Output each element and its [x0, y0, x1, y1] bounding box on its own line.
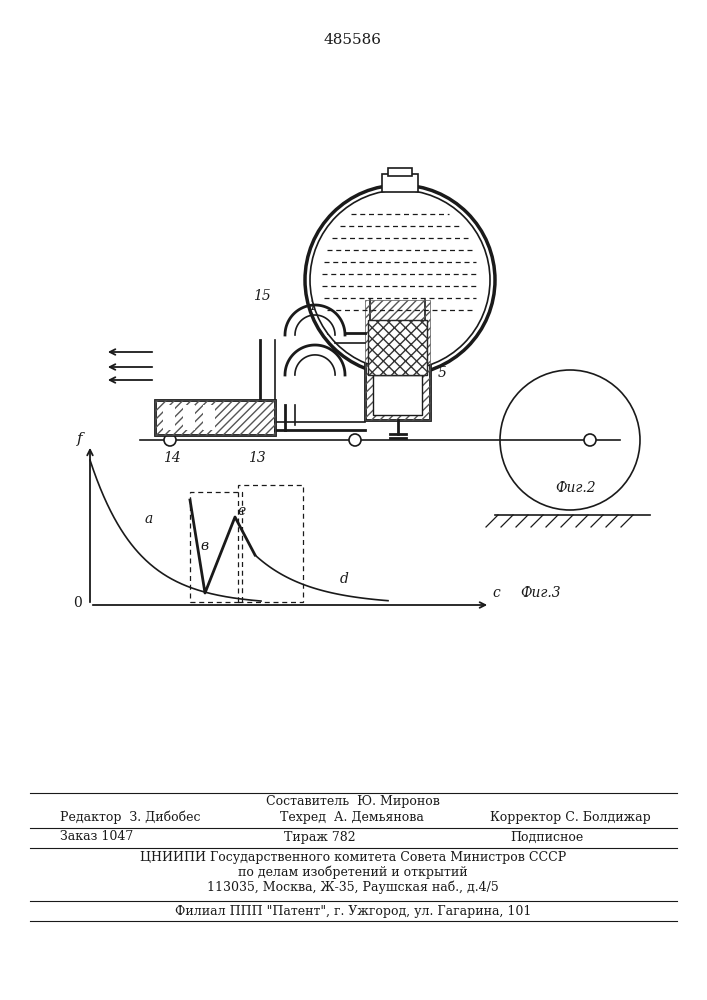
Text: a: a: [145, 512, 153, 526]
Text: Корректор С. Болдижар: Корректор С. Болдижар: [490, 810, 650, 824]
Text: Подписное: Подписное: [510, 830, 583, 844]
Text: 113035, Москва, Ж-35, Раушская наб., д.4/5: 113035, Москва, Ж-35, Раушская наб., д.4…: [207, 880, 499, 894]
Text: Фиг.2: Фиг.2: [555, 481, 595, 495]
Bar: [382, 174, 418, 192]
Text: Техред  А. Демьянова: Техред А. Демьянова: [280, 810, 424, 824]
Bar: [373, 375, 422, 415]
Bar: [368, 320, 427, 375]
Text: 15: 15: [253, 289, 271, 303]
Text: Фиг.3: Фиг.3: [520, 586, 561, 600]
Text: 5: 5: [438, 366, 447, 380]
Text: e: e: [237, 504, 245, 518]
Text: в: в: [200, 539, 208, 553]
Text: 6: 6: [470, 291, 479, 305]
Bar: [155, 400, 275, 435]
Text: Филиал ППП "Патент", г. Ужгород, ул. Гагарина, 101: Филиал ППП "Патент", г. Ужгород, ул. Гаг…: [175, 906, 531, 918]
Circle shape: [349, 434, 361, 446]
Text: d: d: [340, 572, 349, 586]
Text: по делам изобретений и открытий: по делам изобретений и открытий: [238, 865, 468, 879]
Text: 10: 10: [325, 324, 343, 338]
Bar: [203, 405, 215, 430]
Text: f: f: [77, 432, 83, 446]
Text: 8: 8: [358, 249, 367, 263]
Text: 14: 14: [163, 451, 181, 465]
Circle shape: [164, 434, 176, 446]
Bar: [238, 485, 303, 602]
Bar: [163, 405, 175, 430]
Circle shape: [310, 190, 490, 370]
Bar: [365, 300, 430, 420]
Text: 13: 13: [248, 451, 266, 465]
Bar: [388, 168, 412, 176]
Text: 485586: 485586: [324, 33, 382, 47]
Bar: [155, 400, 275, 435]
Text: Составитель  Ю. Миронов: Составитель Ю. Миронов: [266, 796, 440, 808]
Text: 2: 2: [438, 334, 447, 348]
Text: c: c: [492, 586, 500, 600]
Bar: [190, 492, 242, 602]
Bar: [365, 300, 430, 420]
Bar: [183, 405, 195, 430]
Text: Тираж 782: Тираж 782: [284, 830, 356, 844]
Text: ЦНИИПИ Государственного комитета Совета Министров СССР: ЦНИИПИ Государственного комитета Совета …: [140, 850, 566, 863]
Text: 0: 0: [74, 596, 83, 610]
Bar: [368, 320, 427, 375]
Text: Редактор  З. Дибобес: Редактор З. Дибобес: [60, 810, 201, 824]
Text: 11: 11: [308, 299, 326, 313]
Text: Заказ 1047: Заказ 1047: [60, 830, 133, 844]
Circle shape: [584, 434, 596, 446]
